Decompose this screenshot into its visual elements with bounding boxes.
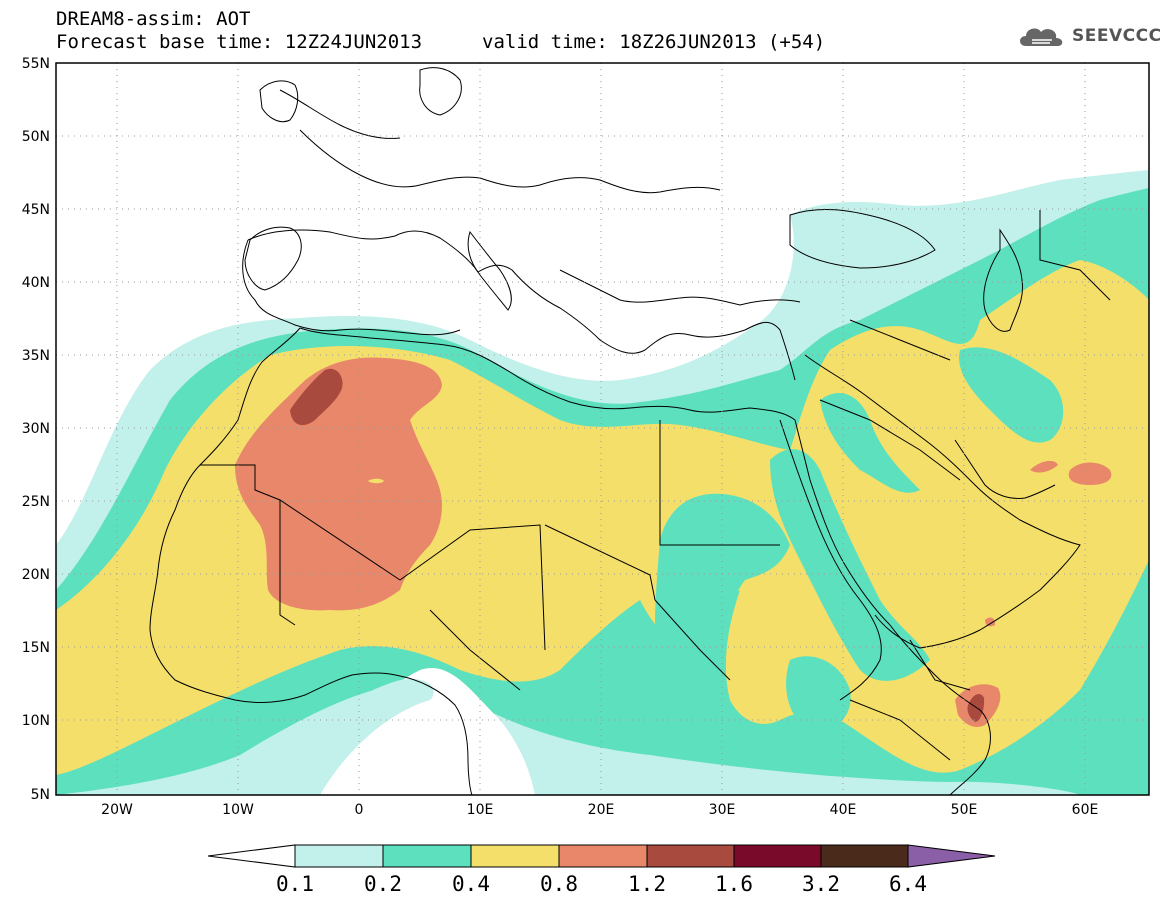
contour-aot-0.8-gulf (1030, 460, 1058, 473)
lat-label: 25N (22, 494, 50, 510)
colorbar-labels: 0.1 0.2 0.4 0.8 1.2 1.6 3.2 6.4 (276, 872, 927, 896)
colorbar-label: 0.8 (540, 872, 578, 896)
colorbar-label: 0.1 (276, 872, 314, 896)
aot-contours (56, 170, 1149, 795)
colorbar-label: 1.6 (715, 872, 753, 896)
map-frame (55, 62, 1150, 796)
lat-labels: 55N 50N 45N 40N 35N 30N 25N 20N 15N 10N … (22, 56, 50, 803)
colorbar-label: 6.4 (889, 872, 927, 896)
lon-label: 10W (222, 802, 254, 818)
colorbar-segment (733, 844, 822, 868)
coastlines (149, 67, 1111, 795)
lat-label: 10N (22, 713, 50, 729)
valid-time: valid time: 18Z26JUN2013 (+54) (482, 31, 826, 53)
contour-aot-0.8 (235, 357, 442, 611)
contour-aot-0.2-sudan (655, 493, 790, 684)
colorbar-segment (207, 844, 296, 868)
white-gap-guinea (300, 668, 535, 795)
lat-label: 15N (22, 640, 50, 656)
contour-aot-0.8-oman (985, 617, 996, 627)
light-band-guinea (240, 679, 434, 795)
colorbar-label: 0.2 (364, 872, 402, 896)
colorbar-label: 0.4 (452, 872, 490, 896)
lat-label: 40N (22, 275, 50, 291)
lon-label: 10E (467, 802, 494, 818)
map-grid (56, 63, 1149, 795)
colorbar-segment (820, 844, 909, 868)
lon-label: 30E (709, 802, 736, 818)
lat-label: 30N (22, 421, 50, 437)
seevccc-logo: SEEVCCC (1016, 22, 1162, 50)
colorbar-label: 1.2 (628, 872, 666, 896)
colorbar-segment (907, 844, 996, 868)
colorbar-segment (294, 844, 384, 868)
colorbar-segment (558, 844, 648, 868)
contour-aot-0.2-redsea (770, 449, 930, 681)
logo-text: SEEVCCC (1072, 26, 1162, 46)
colorbar-label: 3.2 (802, 872, 840, 896)
contour-aot-0.2-iran (959, 347, 1064, 443)
lon-label: 50E (951, 802, 978, 818)
lat-label: 50N (22, 129, 50, 145)
white-hole-sahara (368, 478, 384, 484)
colorbar (207, 844, 996, 868)
lat-label: 55N (22, 56, 50, 72)
lon-label: 20W (101, 802, 133, 818)
lat-label: 20N (22, 567, 50, 583)
lat-label: 45N (22, 202, 50, 218)
contour-aot-1.2 (290, 368, 343, 426)
lon-label: 40E (830, 802, 857, 818)
lon-label: 20E (588, 802, 615, 818)
contour-aot-0.8-arabia (1068, 462, 1112, 485)
lat-label: 35N (22, 348, 50, 364)
lon-labels: 20W 10W 0 10E 20E 30E 40E 50E 60E (101, 802, 1098, 818)
contour-aot-0.2-horn (786, 656, 851, 731)
map-title: DREAM8-assim: AOT (56, 8, 251, 30)
colorbar-segment (646, 844, 735, 868)
colorbar-segment (382, 844, 472, 868)
lat-label: 5N (31, 787, 50, 803)
lon-label: 0 (355, 802, 364, 818)
contour-aot-1.2-somalia (967, 694, 985, 722)
lon-label: 60E (1072, 802, 1099, 818)
cloud-icon (1020, 28, 1063, 46)
contour-aot-0.2-arabia (820, 392, 920, 493)
forecast-base-time: Forecast base time: 12Z24JUN2013 (56, 31, 423, 53)
colorbar-segment (470, 844, 560, 868)
